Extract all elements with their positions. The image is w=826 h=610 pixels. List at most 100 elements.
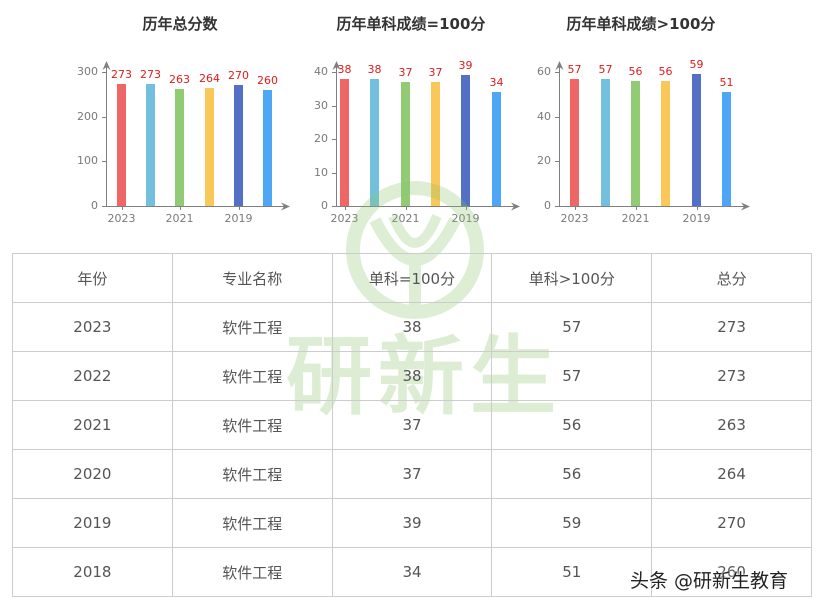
x-tick	[635, 206, 637, 210]
header-total: 总分	[651, 253, 812, 303]
table-row: 2018 软件工程 34 51 260	[12, 547, 812, 597]
bar-value-label: 263	[169, 72, 190, 86]
cell-single-eq-100: 38	[331, 302, 493, 352]
x-tick	[121, 206, 123, 210]
y-tick-label: 30	[314, 98, 328, 112]
x-tick	[179, 206, 181, 210]
x-axis-line	[559, 206, 746, 207]
cell-total: 270	[651, 498, 812, 548]
bar	[492, 92, 501, 206]
x-tick-label: 2023	[107, 212, 136, 225]
y-tick	[555, 206, 559, 207]
cell-total: 273	[651, 351, 812, 401]
chart-title: 历年单科成绩>100分	[566, 15, 716, 33]
cell-year: 2020	[12, 449, 173, 499]
table-row: 2020 软件工程 37 56 264	[12, 449, 812, 499]
bar-value-label: 56	[658, 64, 673, 78]
bar-value-label: 270	[228, 69, 249, 83]
bar-value-label: 273	[111, 68, 132, 82]
table-row: 2023 软件工程 38 57 273	[12, 302, 812, 352]
bar-value-label: 260	[257, 73, 278, 87]
cell-total: 264	[651, 449, 812, 499]
cell-year: 2021	[12, 400, 173, 450]
cell-total: 273	[651, 302, 812, 352]
y-tick-label: 200	[77, 109, 98, 123]
cell-single-gt-100: 59	[491, 498, 653, 548]
x-tick	[465, 206, 467, 210]
cell-major: 软件工程	[171, 302, 333, 352]
x-tick-label: 2023	[330, 212, 359, 225]
y-axis-line	[106, 64, 107, 206]
x-tick-label: 2019	[682, 212, 711, 225]
bar	[601, 78, 610, 206]
bar	[117, 84, 126, 206]
cell-year: 2019	[12, 498, 173, 548]
y-axis-line	[559, 64, 560, 206]
y-tick	[555, 161, 559, 163]
y-tick-label: 40	[314, 65, 328, 78]
y-tick-label: 60	[537, 65, 551, 78]
x-tick	[574, 206, 576, 210]
cell-single-eq-100: 37	[331, 449, 493, 499]
x-tick-label: 2021	[621, 212, 650, 225]
cell-major: 软件工程	[171, 400, 333, 450]
cell-major: 软件工程	[171, 449, 333, 499]
x-tick	[238, 206, 240, 210]
bar	[661, 80, 670, 206]
y-tick	[102, 206, 106, 207]
bar	[340, 78, 349, 206]
cell-year: 2022	[12, 351, 173, 401]
bar	[370, 78, 379, 206]
y-tick-label: 20	[314, 132, 328, 145]
table-row: 2019 软件工程 39 59 270	[12, 498, 812, 548]
bar-value-label: 38	[337, 62, 352, 76]
cell-total: 260	[651, 547, 812, 597]
x-axis-line	[336, 206, 516, 207]
bar-value-label: 51	[719, 76, 734, 90]
table-row: 2021 软件工程 37 56 263	[12, 400, 812, 450]
header-year: 年份	[12, 253, 173, 303]
cell-year: 2018	[12, 547, 173, 597]
bar-value-label: 57	[567, 62, 582, 76]
header-single-gt-100: 单科>100分	[491, 253, 653, 303]
cell-major: 软件工程	[171, 351, 333, 401]
bar	[401, 82, 410, 206]
bar-value-label: 264	[199, 72, 220, 86]
cell-single-eq-100: 39	[331, 498, 493, 548]
bar-value-label: 57	[598, 62, 613, 76]
y-tick	[332, 206, 336, 207]
footer-watermark: 头条 @研新生教育	[630, 570, 789, 592]
x-tick	[344, 206, 346, 210]
y-tick	[102, 161, 106, 163]
table-row: 2022 软件工程 38 57 273	[12, 351, 812, 401]
bar	[234, 85, 243, 206]
y-tick	[332, 139, 336, 140]
x-tick-label: 2019	[224, 212, 253, 225]
cell-single-eq-100: 37	[331, 400, 493, 450]
y-tick	[332, 105, 336, 107]
chart-title: 历年单科成绩=100分	[336, 15, 486, 33]
x-tick-label: 2019	[451, 212, 480, 225]
x-tick	[696, 206, 698, 210]
cell-major: 软件工程	[171, 498, 333, 548]
bar	[175, 88, 184, 206]
y-tick-label: 300	[77, 65, 98, 78]
axis-arrow-icon	[332, 61, 520, 211]
bar	[461, 75, 470, 206]
y-tick	[555, 116, 559, 118]
chart-title: 历年总分数	[142, 15, 218, 33]
header-major: 专业名称	[171, 253, 333, 303]
bar-value-label: 37	[398, 66, 413, 80]
axis-arrow-icon	[555, 61, 750, 211]
bar	[146, 84, 155, 206]
table-header-row: 年份 专业名称 单科=100分 单科>100分 总分	[12, 253, 812, 303]
y-tick	[332, 172, 336, 174]
x-tick-label: 2023	[560, 212, 589, 225]
cell-year: 2023	[12, 302, 173, 352]
y-tick	[555, 72, 559, 73]
bar	[205, 88, 214, 206]
bar	[263, 89, 272, 206]
y-tick	[102, 72, 106, 73]
cell-single-gt-100: 56	[491, 400, 653, 450]
y-axis-line	[336, 64, 337, 206]
